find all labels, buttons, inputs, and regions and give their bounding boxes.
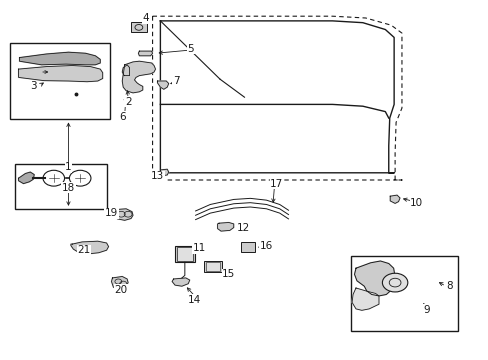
Polygon shape	[354, 261, 394, 296]
Polygon shape	[160, 169, 168, 176]
Text: 6: 6	[119, 112, 125, 122]
Text: 3: 3	[30, 81, 37, 91]
Polygon shape	[111, 276, 128, 289]
Text: 12: 12	[236, 222, 250, 233]
Bar	[177, 247, 192, 261]
Text: 1: 1	[65, 162, 72, 172]
Bar	[15, 164, 106, 209]
Polygon shape	[138, 51, 152, 56]
Polygon shape	[122, 65, 129, 76]
Polygon shape	[217, 222, 233, 231]
Bar	[10, 43, 110, 119]
Text: 5: 5	[187, 44, 194, 54]
Text: 19: 19	[104, 208, 118, 218]
Bar	[240, 242, 255, 252]
Text: 11: 11	[192, 243, 206, 253]
Text: 2: 2	[124, 96, 131, 107]
Text: 8: 8	[446, 281, 452, 291]
Bar	[131, 22, 146, 32]
Polygon shape	[115, 209, 133, 220]
Polygon shape	[19, 172, 34, 184]
Polygon shape	[71, 241, 108, 254]
Bar	[204, 261, 221, 272]
Text: 18: 18	[61, 183, 75, 193]
Text: 16: 16	[259, 240, 273, 251]
Polygon shape	[351, 288, 378, 310]
Polygon shape	[172, 278, 189, 286]
Text: 9: 9	[422, 305, 429, 315]
Text: 20: 20	[115, 285, 127, 295]
Polygon shape	[389, 195, 399, 203]
Polygon shape	[19, 66, 102, 82]
Bar	[350, 256, 457, 331]
Text: 4: 4	[142, 13, 149, 23]
Polygon shape	[157, 81, 168, 89]
Text: 17: 17	[269, 179, 283, 189]
Text: 10: 10	[409, 198, 422, 208]
Text: 21: 21	[77, 245, 91, 255]
Circle shape	[382, 273, 407, 292]
Text: 13: 13	[150, 171, 164, 181]
Text: 14: 14	[187, 294, 201, 305]
Polygon shape	[20, 52, 100, 65]
Polygon shape	[122, 61, 155, 93]
Bar	[205, 262, 220, 271]
Bar	[175, 246, 194, 262]
Text: 7: 7	[172, 76, 179, 86]
Text: 15: 15	[222, 269, 235, 279]
